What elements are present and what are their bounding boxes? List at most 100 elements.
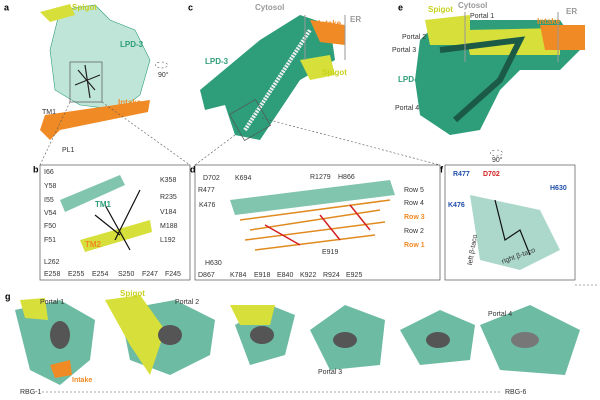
panel-letter: a xyxy=(4,2,10,12)
label: Cytosol xyxy=(255,3,284,12)
label: H866 xyxy=(338,174,355,181)
label: TM1 xyxy=(42,109,56,116)
label: E840 xyxy=(277,272,293,279)
taco xyxy=(470,195,560,270)
intake-shape xyxy=(310,20,345,45)
label: Spigot xyxy=(428,5,453,14)
label: I55 xyxy=(44,197,54,204)
label: K358 xyxy=(160,177,176,184)
label: Portal 1 xyxy=(470,13,494,20)
helix xyxy=(80,220,152,252)
label: Portal 2 xyxy=(402,34,426,41)
label: E919 xyxy=(322,249,338,256)
label: R477 xyxy=(198,187,215,194)
panel-b: b TM1 TM2 I66 Y58 I55 V54 F50 F51 L262 K… xyxy=(33,164,191,281)
label: R1279 xyxy=(310,174,331,181)
panel-letter: d xyxy=(190,164,196,174)
helix xyxy=(60,175,125,212)
label: ER xyxy=(566,7,577,16)
tunnel xyxy=(439,36,526,123)
zoom-box xyxy=(229,99,271,141)
label: Spigot xyxy=(72,3,97,12)
label: Y58 xyxy=(44,183,57,190)
label: Intake xyxy=(118,98,142,107)
panel-a: a Spigot LPD-3 TM1 Intake PL1 90° xyxy=(4,2,191,166)
spigot-shape xyxy=(20,298,48,320)
intake-shape xyxy=(50,360,72,378)
label: Portal 2 xyxy=(175,299,199,306)
label: R924 xyxy=(323,272,340,279)
label: 90° xyxy=(492,156,503,164)
label: L192 xyxy=(160,237,176,244)
label: left β-taco xyxy=(467,234,479,266)
label: LPD-3 xyxy=(120,40,144,49)
label: E254 xyxy=(92,271,108,278)
label: LPD-3 xyxy=(205,57,229,66)
connector xyxy=(261,117,441,166)
panel-frame xyxy=(39,164,191,281)
label: F247 xyxy=(142,271,158,278)
panel-letter: c xyxy=(188,2,193,12)
rotation-arrow xyxy=(490,149,503,157)
label: Row 3 xyxy=(404,214,425,221)
label: TM1 xyxy=(95,200,112,209)
label: Portal 3 xyxy=(318,369,342,376)
label: K476 xyxy=(448,202,465,209)
intake-shape xyxy=(40,100,150,140)
label: K476 xyxy=(199,202,215,209)
label: 90° xyxy=(158,71,169,79)
label: TM2 xyxy=(85,240,102,249)
label: Portal 1 xyxy=(40,299,64,306)
label: Cytosol xyxy=(458,1,487,10)
connector xyxy=(194,134,236,166)
cavity xyxy=(333,332,357,348)
cavity xyxy=(426,332,450,348)
label: D702 xyxy=(483,171,500,178)
label: Row 4 xyxy=(404,200,424,207)
label: D702 xyxy=(203,175,220,182)
lipids xyxy=(94,189,141,251)
spigot-shape xyxy=(425,15,470,45)
label: Row 5 xyxy=(404,187,424,194)
label: E918 xyxy=(254,272,270,279)
helix xyxy=(230,180,395,215)
label: D867 xyxy=(198,272,215,279)
label: E258 xyxy=(44,271,60,278)
panel-f: f 90° R477 D702 H630 K476 left β-taco ri… xyxy=(440,149,598,286)
label: I66 xyxy=(44,169,54,176)
label: ER xyxy=(350,15,361,24)
label: L262 xyxy=(44,259,60,266)
structure xyxy=(49,4,151,111)
label: E925 xyxy=(346,272,362,279)
label: H630 xyxy=(550,185,567,192)
panel-letter: f xyxy=(440,164,444,174)
label: R477 xyxy=(453,171,470,178)
residues xyxy=(264,204,371,246)
label: S250 xyxy=(118,271,134,278)
label: K784 xyxy=(230,272,246,279)
label: F50 xyxy=(44,223,56,230)
label: V184 xyxy=(160,209,176,216)
label: LPD-3 xyxy=(398,75,422,84)
panel-frame xyxy=(194,164,441,281)
label: F51 xyxy=(44,237,56,244)
panel-e: e Spigot Cytosol Portal 1 ER Intake Port… xyxy=(392,1,585,135)
label: V54 xyxy=(44,210,57,217)
panel-c: c Cytosol ER Intake LPD-3 Spigot xyxy=(188,2,441,166)
panel-letter: g xyxy=(5,291,11,301)
spigot-shape xyxy=(105,295,165,375)
label: Portal 3 xyxy=(392,47,416,54)
label: Intake xyxy=(72,377,92,384)
spigot-shape xyxy=(300,55,335,80)
panel-d: d D702 K694 R477 K476 R1279 H866 Row 5 R… xyxy=(190,164,441,281)
label: RBG-1 xyxy=(20,389,42,396)
label: F245 xyxy=(165,271,181,278)
label: Spigot xyxy=(322,68,347,77)
panel-g: g Portal 1 Spigot Portal 2 Portal 3 Port… xyxy=(5,289,580,396)
label: Row 1 xyxy=(404,242,425,249)
label: Row 2 xyxy=(404,228,424,235)
label: E255 xyxy=(68,271,84,278)
lipid-channel xyxy=(243,28,312,132)
label: Portal 4 xyxy=(395,105,419,112)
